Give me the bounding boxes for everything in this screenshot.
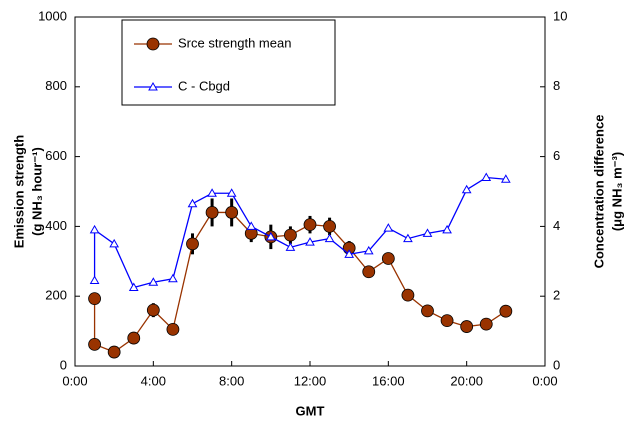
- y2-axis-label: (μg NH₃ m⁻³): [609, 152, 624, 231]
- data-point: [499, 304, 513, 318]
- y2-axis-label: Concentration difference: [591, 115, 606, 269]
- data-point: [344, 249, 355, 258]
- x-tick-label: 0:00: [532, 373, 557, 388]
- data-point: [186, 237, 199, 251]
- y2-tick-label: 10: [553, 8, 567, 23]
- data-point: [422, 228, 433, 237]
- data-point: [403, 233, 413, 243]
- data-point: [401, 288, 415, 302]
- data-point: [305, 237, 315, 246]
- y-tick-label: 800: [45, 78, 67, 93]
- y-tick-label: 1000: [38, 8, 67, 23]
- data-point: [109, 238, 120, 248]
- data-point: [107, 345, 121, 359]
- x-tick-label: 12:00: [294, 373, 327, 388]
- data-point: [88, 337, 101, 351]
- data-point: [89, 275, 100, 284]
- data-point: [481, 172, 492, 182]
- legend-marker: [148, 81, 158, 91]
- x-axis-label: GMT: [296, 403, 325, 418]
- y-axis-label: Emission strength: [11, 135, 26, 248]
- legend-label: Srce strength mean: [178, 35, 291, 50]
- data-point: [324, 233, 335, 243]
- data-point: [381, 252, 395, 265]
- y-tick-label: 600: [45, 148, 67, 163]
- data-point: [187, 198, 198, 208]
- data-point: [166, 322, 180, 336]
- data-point: [207, 188, 217, 197]
- data-point: [500, 174, 511, 183]
- y2-tick-label: 2: [553, 288, 560, 303]
- data-point: [246, 221, 257, 230]
- data-point: [421, 304, 434, 318]
- data-point: [303, 218, 317, 232]
- data-point: [148, 277, 159, 286]
- legend-box: [121, 19, 336, 106]
- data-point: [265, 231, 276, 241]
- y2-tick-label: 6: [553, 148, 560, 163]
- data-point: [460, 320, 474, 333]
- y-tick-label: 200: [45, 288, 67, 303]
- x-tick-label: 16:00: [372, 373, 405, 388]
- x-tick-label: 20:00: [450, 373, 483, 388]
- legend-marker: [146, 37, 160, 51]
- data-point: [323, 219, 336, 233]
- data-point: [284, 228, 297, 242]
- data-point: [89, 224, 100, 234]
- data-point: [285, 242, 296, 251]
- legend-label: C - Cbgd: [178, 78, 230, 93]
- data-point: [127, 331, 141, 345]
- data-point: [383, 223, 394, 232]
- x-tick-label: 8:00: [219, 373, 244, 388]
- data-point: [226, 188, 237, 197]
- x-tick-label: 0:00: [62, 373, 87, 388]
- y-tick-label: 400: [45, 218, 67, 233]
- data-point: [442, 224, 452, 234]
- data-point: [363, 245, 374, 255]
- data-point: [88, 292, 101, 306]
- data-point: [146, 303, 160, 317]
- y2-tick-label: 8: [553, 78, 560, 93]
- data-point: [479, 317, 493, 331]
- data-point: [128, 282, 139, 291]
- y-axis-label: (g NH₃ hour⁻¹): [29, 147, 44, 236]
- y-tick-label: 0: [60, 357, 67, 372]
- data-point: [461, 184, 472, 194]
- x-tick-label: 4:00: [141, 373, 166, 388]
- data-point: [440, 314, 454, 328]
- y2-tick-label: 4: [553, 218, 560, 233]
- data-point: [362, 265, 376, 279]
- y2-tick-label: 0: [553, 357, 560, 372]
- data-point: [168, 273, 178, 283]
- data-point: [225, 206, 239, 219]
- data-point: [205, 206, 219, 219]
